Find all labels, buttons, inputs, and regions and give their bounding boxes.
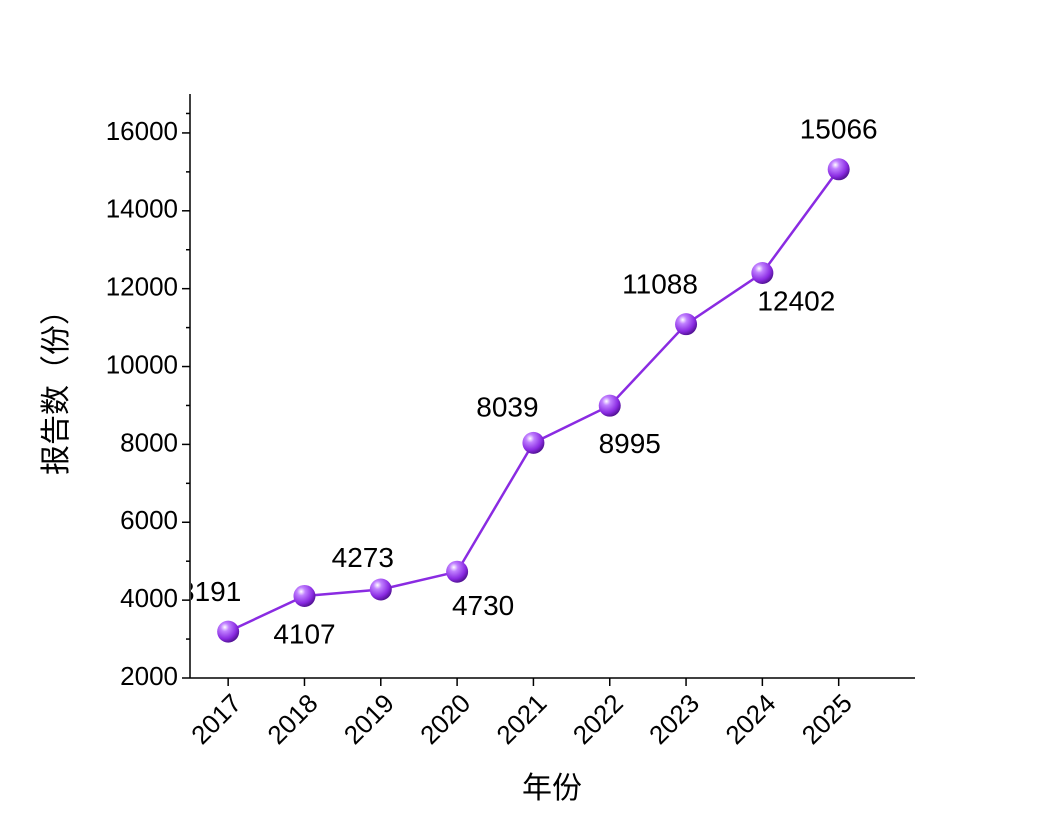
x-tick-label: 2020: [414, 688, 476, 750]
data-label: 11088: [622, 269, 698, 300]
y-tick-label: 12000: [106, 272, 178, 302]
marker: [446, 560, 469, 583]
y-tick-label: 16000: [106, 116, 178, 146]
x-tick-label: 2017: [185, 688, 247, 750]
y-tick-label: 10000: [106, 349, 178, 379]
x-tick-label: 2023: [643, 688, 705, 750]
x-tick-label: 2021: [490, 688, 552, 750]
marker: [751, 262, 774, 285]
data-labels: 3191 4107 4273 4730 8039 8995 11088 12402 15066: [179, 114, 878, 650]
y-tick-label: 4000: [120, 583, 178, 613]
marker: [217, 620, 240, 643]
x-tick-label: 2019: [338, 688, 400, 750]
data-label: 12402: [757, 285, 835, 316]
y-tick-label: 6000: [120, 505, 178, 535]
marker: [675, 313, 698, 336]
marker: [827, 158, 850, 181]
x-tick-label: 2024: [719, 688, 781, 750]
marker: [598, 394, 621, 417]
y-tick-label: 8000: [120, 427, 178, 457]
data-label: 8039: [476, 391, 538, 422]
y-axis-label: 报告数（份）: [40, 295, 73, 475]
data-label: 15066: [800, 114, 878, 145]
y-tick-label: 14000: [106, 194, 178, 224]
x-tick-label: 2025: [796, 688, 858, 750]
marker: [369, 578, 392, 601]
marker: [293, 584, 316, 607]
data-label: 4273: [332, 542, 394, 573]
y-tick-label: 2000: [120, 661, 178, 691]
data-label: 3191: [179, 576, 241, 607]
marker: [522, 431, 545, 454]
x-tick-label: 2018: [261, 688, 323, 750]
x-axis-label: 年份: [522, 772, 582, 805]
data-label: 4730: [452, 590, 514, 621]
data-label: 4107: [273, 618, 335, 649]
data-label: 8995: [599, 428, 661, 459]
x-tick-label: 2022: [567, 688, 629, 750]
